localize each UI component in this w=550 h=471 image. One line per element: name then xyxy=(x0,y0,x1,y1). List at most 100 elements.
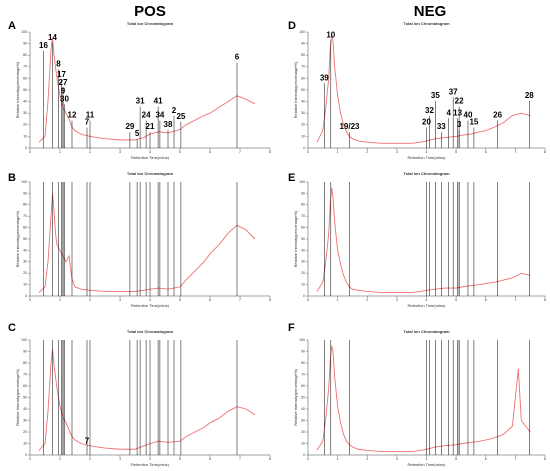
y-tick-label: 20 xyxy=(301,123,305,127)
y-tick-label: 100 xyxy=(299,30,305,34)
x-tick-label: 2 xyxy=(366,298,368,302)
x-tick-label: 7 xyxy=(239,457,241,461)
y-tick-label: 50 xyxy=(301,88,305,92)
x-tick-label: 7 xyxy=(239,150,241,154)
x-tick-label: 6 xyxy=(485,457,487,461)
x-tick-label: 6 xyxy=(485,298,487,302)
y-tick-label: 80 xyxy=(301,361,305,365)
peak-label: 37 xyxy=(449,87,458,96)
y-tick-label: 70 xyxy=(23,214,27,218)
peak-label: 16 xyxy=(39,41,48,50)
x-tick-label: 1 xyxy=(337,150,339,154)
y-tick-label: 60 xyxy=(23,76,27,80)
peak-label: 6 xyxy=(235,53,240,62)
y-tick-label: 0 xyxy=(303,146,305,150)
x-tick-label: 1 xyxy=(337,298,339,302)
peak-label: 40 xyxy=(464,111,473,120)
x-tick-label: 8 xyxy=(544,298,546,302)
x-tick-label: 6 xyxy=(209,298,211,302)
y-tick-label: 40 xyxy=(301,248,305,252)
y-tick-label: 50 xyxy=(23,88,27,92)
x-axis-label: Retention Time(mins) xyxy=(131,303,170,308)
x-tick-label: 0 xyxy=(29,298,31,302)
x-tick-label: 4 xyxy=(426,150,428,154)
y-tick-label: 30 xyxy=(23,260,27,264)
x-tick-label: 8 xyxy=(269,150,271,154)
y-tick-label: 10 xyxy=(301,134,305,138)
peak-label: 31 xyxy=(136,97,145,106)
y-axis-label: Relative Intensity(percentage%) xyxy=(293,210,298,267)
peak-label: 38 xyxy=(164,120,173,129)
x-axis-label: Retention Time(mins) xyxy=(131,155,170,160)
y-tick-label: 30 xyxy=(23,111,27,115)
peak-label: 24 xyxy=(142,111,151,120)
y-tick-label: 50 xyxy=(23,237,27,241)
peak-label: 32 xyxy=(425,106,434,115)
y-tick-label: 100 xyxy=(21,180,27,184)
chromatogram-line xyxy=(316,345,531,452)
y-tick-label: 60 xyxy=(23,226,27,230)
peak-label: 20 xyxy=(422,118,431,127)
x-tick-label: 2 xyxy=(366,150,368,154)
y-tick-label: 70 xyxy=(23,65,27,69)
peak-label: 12 xyxy=(68,111,77,120)
peak-label: 35 xyxy=(431,91,440,100)
y-tick-label: 90 xyxy=(301,42,305,46)
peak-label: 8 xyxy=(56,60,61,69)
x-tick-label: 6 xyxy=(209,457,211,461)
peak-label: 7 xyxy=(85,436,90,445)
x-tick-label: 0 xyxy=(29,150,31,154)
y-tick-label: 60 xyxy=(301,226,305,230)
x-tick-label: 6 xyxy=(485,150,487,154)
x-tick-label: 1 xyxy=(337,457,339,461)
peak-label: 33 xyxy=(437,122,446,131)
y-tick-label: 10 xyxy=(23,283,27,287)
x-tick-label: 8 xyxy=(544,150,546,154)
y-tick-label: 30 xyxy=(301,418,305,422)
chart-title: Total Ion Chromatogram xyxy=(403,21,450,26)
y-tick-label: 20 xyxy=(301,271,305,275)
x-tick-label: 2 xyxy=(89,457,91,461)
y-tick-label: 30 xyxy=(301,111,305,115)
x-tick-label: 1 xyxy=(59,298,61,302)
y-tick-label: 20 xyxy=(23,123,27,127)
x-tick-label: 3 xyxy=(119,298,121,302)
x-tick-label: 3 xyxy=(396,298,398,302)
y-tick-label: 90 xyxy=(23,191,27,195)
y-tick-label: 100 xyxy=(299,180,305,184)
y-tick-label: 60 xyxy=(301,384,305,388)
x-axis-label: Retention Time(mins) xyxy=(407,303,446,308)
y-tick-label: 80 xyxy=(301,53,305,57)
peak-label: 30 xyxy=(60,94,69,103)
y-tick-label: 90 xyxy=(23,42,27,46)
y-tick-label: 70 xyxy=(23,372,27,376)
y-tick-label: 60 xyxy=(301,76,305,80)
y-tick-label: 20 xyxy=(23,271,27,275)
y-tick-label: 80 xyxy=(23,361,27,365)
x-axis-label: Retention Time(mins) xyxy=(407,462,446,467)
x-tick-label: 0 xyxy=(307,457,309,461)
y-tick-label: 100 xyxy=(21,30,27,34)
y-axis-label: Relative Intensity(percentage%) xyxy=(15,61,20,118)
panel-letter: F xyxy=(288,322,295,334)
y-tick-label: 30 xyxy=(301,260,305,264)
chart-title: Total Ion Chromatogram xyxy=(403,171,450,176)
y-tick-label: 50 xyxy=(301,395,305,399)
chart-title: Total Ion Chromatogram xyxy=(403,329,450,334)
peak-label: 39 xyxy=(320,74,329,83)
peak-label: 3 xyxy=(457,120,462,129)
x-tick-label: 2 xyxy=(89,298,91,302)
y-axis-label: Relative Intensity(percentage%) xyxy=(293,61,298,118)
x-axis-label: Retention Time(mins) xyxy=(407,155,446,160)
x-tick-label: 4 xyxy=(426,457,428,461)
x-tick-label: 8 xyxy=(544,457,546,461)
y-tick-label: 40 xyxy=(23,248,27,252)
x-tick-label: 3 xyxy=(119,457,121,461)
x-tick-label: 4 xyxy=(149,150,151,154)
y-tick-label: 90 xyxy=(23,349,27,353)
chart-title: Total Ion Chromatogram xyxy=(127,21,174,26)
y-tick-label: 40 xyxy=(23,407,27,411)
y-tick-label: 60 xyxy=(23,384,27,388)
y-tick-label: 0 xyxy=(303,453,305,457)
y-tick-label: 40 xyxy=(301,100,305,104)
